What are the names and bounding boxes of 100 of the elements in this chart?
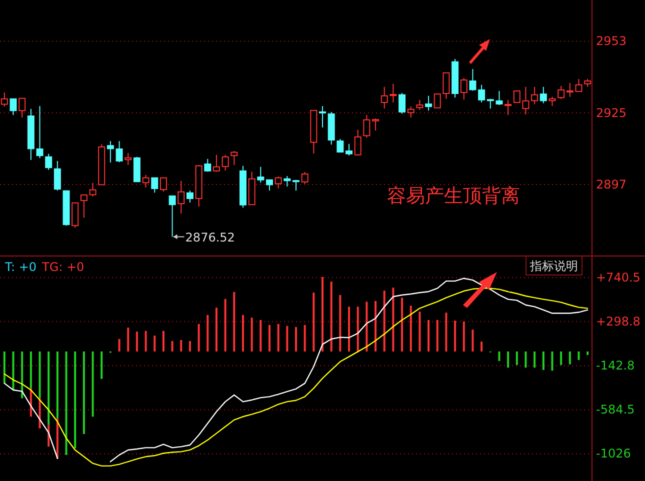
candlestick [398,92,406,114]
candlestick [266,179,273,192]
candlestick [151,177,158,194]
candlestick [36,106,44,159]
bar [322,276,324,352]
bar [401,298,404,352]
bar [428,320,430,352]
candlestick [558,85,565,100]
candlestick [178,180,185,214]
bar [12,351,14,390]
bar [127,328,130,352]
bar [206,314,209,352]
y-tick-label: +298.8 [596,314,640,329]
bar [242,314,244,352]
bar [462,322,465,352]
candlestick [186,190,194,204]
candlestick [80,194,88,218]
candlestick [274,176,282,190]
candlestick [363,114,370,138]
candlestick [336,138,344,154]
candlestick [54,160,61,192]
candlestick [142,174,150,188]
bar [3,351,6,384]
y-tick-label: +740.5 [596,270,640,284]
bar [277,324,280,352]
bar [445,312,448,352]
candlestick [425,95,432,112]
candlestick [72,202,79,228]
bar [250,318,253,352]
candlestick [460,77,468,100]
candlestick [346,143,353,156]
candlestick [407,106,414,118]
bar [551,351,554,371]
candlestick [319,106,326,128]
bar [418,312,421,352]
bar [224,299,226,352]
y-tick-label: 2897 [596,177,627,192]
bar [507,351,510,368]
bar [339,295,342,352]
bar [56,418,58,459]
bar [268,324,270,352]
bar [144,330,147,352]
candlestick [222,154,229,172]
bar [304,324,306,352]
bar [374,301,377,352]
candlestick [89,182,96,197]
bar [118,339,120,352]
bar [21,351,24,398]
bar [498,351,500,361]
candlestick [204,158,212,172]
bar [286,326,288,352]
bar [436,320,438,352]
bar [188,341,191,352]
bar [586,351,589,355]
candlestick [284,176,291,188]
candlestick [124,152,132,166]
annotation: TG: +0 [41,260,84,274]
annotation: 容易产生顶背离 [387,185,520,207]
bar [312,292,315,352]
candlestick [504,99,512,116]
bar [38,351,41,398]
bar [154,336,156,352]
y-tick-label: 2925 [596,106,627,120]
bar [383,290,386,352]
candlestick [540,86,547,104]
bar [330,282,332,352]
candlestick [168,195,176,238]
bar [568,351,571,364]
bar [180,340,182,352]
bar [524,351,527,368]
bar [472,330,474,352]
bar [92,351,94,417]
annotation: 指标说明 [529,259,578,273]
candlestick [116,140,123,163]
bar [542,351,544,370]
bar [136,332,138,352]
y-tick-label: 2953 [596,34,627,48]
candlestick [301,171,308,184]
bar [392,288,394,352]
bar [82,351,85,434]
bar [480,342,483,352]
bar [198,324,200,352]
candlestick [18,98,26,118]
candlestick [212,154,220,172]
bar [348,306,350,352]
bar [100,351,103,379]
y-tick-label: -142.8 [596,358,635,373]
bar [534,351,536,368]
bar [215,308,218,352]
candlestick [531,86,538,105]
bar [516,351,518,365]
bar [454,320,456,352]
bar [295,327,297,352]
candlestick [10,98,17,116]
candlestick [160,177,167,192]
bar [233,292,236,352]
candlestick [469,68,476,92]
candlestick [0,92,8,108]
bar [56,351,58,418]
candlestick [257,166,264,184]
